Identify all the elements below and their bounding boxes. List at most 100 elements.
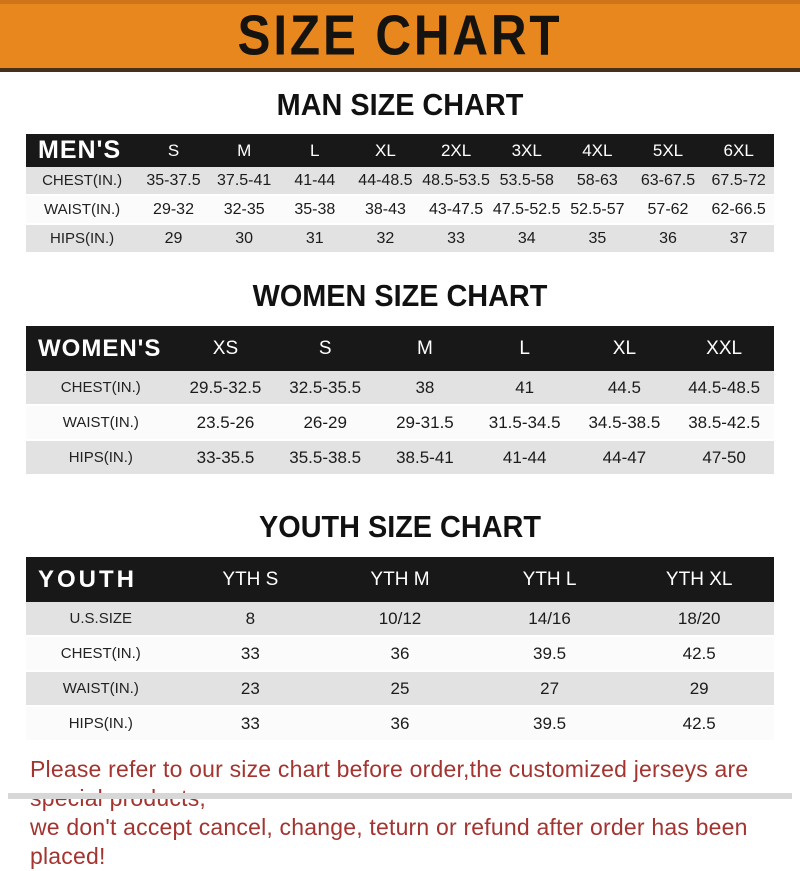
section-youth: YOUTH SIZE CHART YOUTH YTH S YTH M YTH L YTH …	[0, 476, 800, 742]
size-cell: 44.5-48.5	[674, 371, 774, 406]
women-header-label: WOMEN'S	[26, 326, 176, 371]
size-column-header: M	[208, 134, 280, 167]
charts-container: MAN SIZE CHART MEN'S S M L XL 2XL 3XL 4XL 5XL 6XL C…	[0, 72, 800, 742]
youth-header-label: YOUTH	[26, 557, 176, 602]
size-cell: 58-63	[562, 167, 633, 196]
size-cell: 38.5-41	[375, 440, 475, 476]
size-cell: 44-47	[574, 440, 675, 476]
row-label: CHEST(IN.)	[26, 167, 139, 196]
size-cell: 67.5-72	[703, 167, 774, 196]
size-cell: 35	[562, 224, 633, 254]
size-column-header: 6XL	[703, 134, 774, 167]
men-size-table: MEN'S S M L XL 2XL 3XL 4XL 5XL 6XL CHEST(IN.) 35-37…	[26, 134, 774, 254]
size-column-header: XXL	[674, 326, 774, 371]
size-column-header: 4XL	[562, 134, 633, 167]
size-cell: 27	[474, 671, 625, 707]
size-column-header: YTH L	[474, 557, 625, 602]
row-label: CHEST(IN.)	[26, 636, 176, 672]
size-column-header: XL	[574, 326, 675, 371]
size-cell: 35-37.5	[138, 167, 209, 196]
table-row: U.S.SIZE 8 10/12 14/16 18/20	[26, 602, 774, 637]
size-column-header: 5XL	[632, 134, 704, 167]
size-cell: 36	[632, 224, 704, 254]
size-cell: 29-32	[138, 195, 209, 225]
table-row: CHEST(IN.) 29.5-32.5 32.5-35.5 38 41 44.5 44.5…	[26, 371, 774, 406]
size-cell: 33	[175, 636, 326, 672]
size-cell: 33	[175, 706, 326, 742]
size-cell: 52.5-57	[562, 195, 633, 225]
size-column-header: S	[138, 134, 209, 167]
size-column-header: XS	[175, 326, 276, 371]
size-column-header: YTH S	[175, 557, 326, 602]
size-cell: 53.5-58	[491, 167, 563, 196]
size-cell: 36	[325, 706, 475, 742]
page-title: SIZE CHART	[237, 4, 563, 68]
size-cell: 63-67.5	[632, 167, 704, 196]
size-cell: 39.5	[474, 706, 625, 742]
size-cell: 32	[350, 224, 421, 254]
size-cell: 48.5-53.5	[420, 167, 492, 196]
row-label: HIPS(IN.)	[26, 440, 176, 476]
notice-line-1: Please refer to our size chart before or…	[30, 756, 749, 811]
size-cell: 33-35.5	[175, 440, 276, 476]
size-cell: 25	[325, 671, 475, 707]
table-row: HIPS(IN.) 29 30 31 32 33 34 35 36 37	[26, 224, 774, 254]
size-cell: 31	[279, 224, 351, 254]
women-size-table: WOMEN'S XS S M L XL XXL CHEST(IN.) 29.5-32.5 32.5…	[26, 326, 774, 476]
size-cell: 26-29	[275, 405, 376, 441]
table-header-row: MEN'S S M L XL 2XL 3XL 4XL 5XL 6XL	[26, 134, 774, 167]
row-label: HIPS(IN.)	[26, 224, 139, 254]
size-column-header: L	[474, 326, 575, 371]
table-row: WAIST(IN.) 23 25 27 29	[26, 671, 774, 707]
size-cell: 35.5-38.5	[275, 440, 376, 476]
youth-size-table: YOUTH YTH S YTH M YTH L YTH XL U.S.SIZE 8 10/12…	[26, 557, 774, 742]
size-cell: 29-31.5	[375, 405, 475, 441]
size-cell: 10/12	[325, 602, 475, 637]
men-section-title: MAN SIZE CHART	[276, 87, 524, 122]
size-cell: 57-62	[632, 195, 704, 225]
section-men: MAN SIZE CHART MEN'S S M L XL 2XL 3XL 4XL 5XL 6XL C…	[0, 72, 800, 254]
size-cell: 38.5-42.5	[674, 405, 774, 441]
size-column-header: 3XL	[491, 134, 563, 167]
size-cell: 32.5-35.5	[275, 371, 376, 406]
size-cell: 36	[325, 636, 475, 672]
size-column-header: M	[375, 326, 475, 371]
size-cell: 34	[491, 224, 563, 254]
table-header-row: WOMEN'S XS S M L XL XXL	[26, 326, 774, 371]
size-cell: 38-43	[350, 195, 421, 225]
table-row: CHEST(IN.) 33 36 39.5 42.5	[26, 636, 774, 672]
banner: SIZE CHART	[0, 0, 800, 72]
size-cell: 31.5-34.5	[474, 405, 575, 441]
table-row: HIPS(IN.) 33-35.5 35.5-38.5 38.5-41 41-44 44-…	[26, 440, 774, 476]
size-cell: 47.5-52.5	[491, 195, 563, 225]
table-row: WAIST(IN.) 29-32 32-35 35-38 38-43 43-47.5 47.…	[26, 195, 774, 225]
size-column-header: YTH XL	[624, 557, 774, 602]
women-section-title: WOMEN SIZE CHART	[252, 278, 548, 313]
section-women: WOMEN SIZE CHART WOMEN'S XS S M L XL XXL CHEST(I…	[0, 254, 800, 476]
size-cell: 34.5-38.5	[574, 405, 675, 441]
row-label: WAIST(IN.)	[26, 671, 176, 707]
row-label: WAIST(IN.)	[26, 405, 176, 441]
size-column-header: S	[275, 326, 376, 371]
size-cell: 37	[703, 224, 774, 254]
row-label: CHEST(IN.)	[26, 371, 176, 406]
order-notice: Please refer to our size chart before or…	[30, 755, 800, 871]
table-row: HIPS(IN.) 33 36 39.5 42.5	[26, 706, 774, 742]
bottom-strip	[8, 793, 792, 799]
size-cell: 41-44	[279, 167, 351, 196]
size-cell: 8	[175, 602, 326, 637]
size-cell: 14/16	[474, 602, 625, 637]
size-column-header: YTH M	[325, 557, 475, 602]
size-cell: 29.5-32.5	[175, 371, 276, 406]
row-label: U.S.SIZE	[26, 602, 176, 637]
size-cell: 41-44	[474, 440, 575, 476]
size-cell: 35-38	[279, 195, 351, 225]
row-label: WAIST(IN.)	[26, 195, 139, 225]
size-cell: 37.5-41	[208, 167, 280, 196]
table-header-row: YOUTH YTH S YTH M YTH L YTH XL	[26, 557, 774, 602]
size-cell: 33	[420, 224, 492, 254]
youth-section-title: YOUTH SIZE CHART	[259, 509, 541, 544]
size-cell: 42.5	[624, 706, 774, 742]
size-cell: 23	[175, 671, 326, 707]
